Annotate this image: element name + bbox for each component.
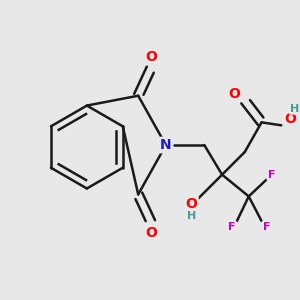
Text: O: O xyxy=(145,50,157,64)
Text: F: F xyxy=(268,170,275,180)
Text: F: F xyxy=(228,222,236,232)
Text: O: O xyxy=(145,226,157,240)
Text: N: N xyxy=(160,138,172,152)
Text: H: H xyxy=(290,103,299,113)
Text: O: O xyxy=(228,87,240,101)
Text: F: F xyxy=(263,222,270,232)
Text: O: O xyxy=(284,112,296,126)
Text: O: O xyxy=(186,197,197,211)
Text: H: H xyxy=(187,211,196,221)
